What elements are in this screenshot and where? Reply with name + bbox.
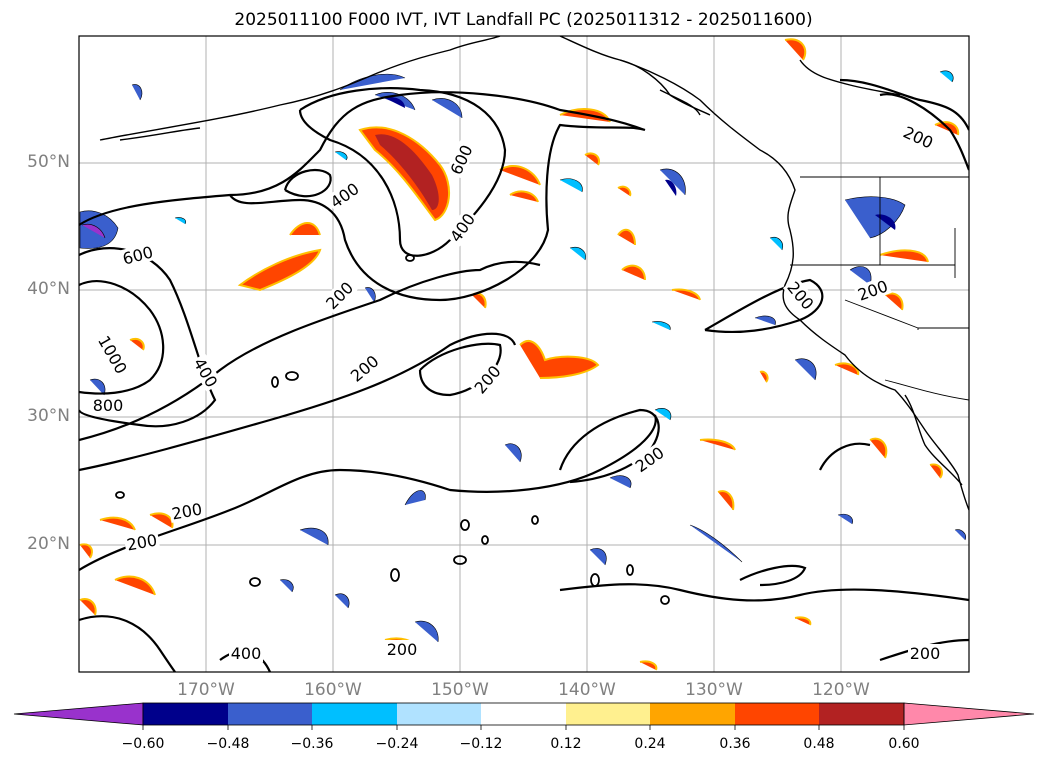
colorbar-segment-11 [903, 702, 1035, 726]
lat-label-30n: 30°N [27, 406, 70, 426]
colorbar-tick-label: −0.12 [459, 736, 503, 752]
contour-label: 1000 [94, 330, 132, 379]
coastline [99, 36, 969, 511]
small-contour-islands [115, 254, 670, 605]
contour-label-text: 200 [347, 352, 383, 386]
colorbar-segment-5 [397, 703, 481, 725]
contour-label: 200 [345, 350, 384, 387]
lon-label-170w: 170°W [177, 680, 235, 700]
contour-label: 600 [445, 140, 477, 179]
contour-label-text: 200 [855, 276, 890, 304]
contour-label-text: 200 [471, 362, 505, 398]
plot-frame [78, 35, 970, 673]
contour-label: 200 [899, 121, 938, 153]
lon-label-150w: 150°W [431, 680, 489, 700]
contour-label-text: 800 [93, 396, 124, 415]
contour-label: 400 [325, 178, 364, 213]
contour-label: 200 [385, 640, 419, 659]
colorbar-segment-6 [481, 703, 566, 725]
lon-label-120w: 120°W [812, 680, 870, 700]
colorbar-tick-label: 0.24 [634, 736, 666, 752]
borders [790, 176, 969, 401]
contour-label-text: 200 [170, 499, 203, 523]
lat-label-20n: 20°N [27, 534, 70, 554]
colorbar-tick-label: 0.60 [888, 736, 920, 752]
negative-anomalies [79, 70, 967, 643]
colorbar-segment-3 [228, 703, 312, 725]
lat-label-50n: 50°N [27, 152, 70, 172]
contour-label: 200 [908, 644, 942, 663]
contour-label: 400 [190, 353, 223, 392]
contour-label: 200 [853, 275, 892, 305]
colorbar-tick-label: −0.24 [375, 736, 419, 752]
colorbar-segment-4 [312, 703, 397, 725]
colorbar-segment-1 [13, 702, 144, 726]
contour-label-text: 400 [231, 644, 262, 663]
gridlines [79, 36, 969, 672]
colorbar-tick-label: −0.60 [121, 736, 165, 752]
colorbar-segment-8 [650, 703, 735, 725]
colorbar [13, 702, 1035, 730]
colorbar-tick-label: 0.12 [550, 736, 582, 752]
lon-label-130w: 130°W [685, 680, 743, 700]
colorbar-tick-label: 0.36 [719, 736, 751, 752]
colorbar-tick-label: 0.48 [803, 736, 835, 752]
contour-label: 800 [91, 396, 125, 415]
contour-label-text: 200 [783, 278, 817, 314]
contour-label-text: 600 [121, 242, 155, 268]
contour-label: 200 [469, 360, 506, 399]
colorbar-segment-2 [143, 703, 228, 725]
contour-label-text: 200 [322, 278, 357, 313]
ivt-contours [79, 78, 969, 672]
positive-anomalies [79, 38, 960, 671]
contour-label-text: 200 [387, 640, 418, 659]
map-title: 2025011100 F000 IVT, IVT Landfall PC (20… [234, 10, 813, 30]
lon-label-160w: 160°W [304, 680, 362, 700]
colorbar-segment-9 [735, 703, 819, 725]
lon-label-140w: 140°W [558, 680, 616, 700]
contour-label: 200 [123, 530, 161, 555]
colorbar-segment-7 [566, 703, 650, 725]
colorbar-tick-label: −0.36 [290, 736, 334, 752]
colorbar-segment-10 [819, 703, 904, 725]
contour-label-text: 200 [910, 644, 941, 663]
contour-label-text: 200 [125, 530, 158, 554]
colorbar-tick-label: −0.48 [206, 736, 250, 752]
lat-label-40n: 40°N [27, 279, 70, 299]
contour-label: 400 [229, 644, 263, 663]
contour-label: 600 [118, 241, 157, 269]
contour-label-text: 1000 [94, 332, 131, 377]
contour-labels: 600 400 600 400 200 200 1000 400 800 200 200 200 200… [91, 121, 942, 663]
